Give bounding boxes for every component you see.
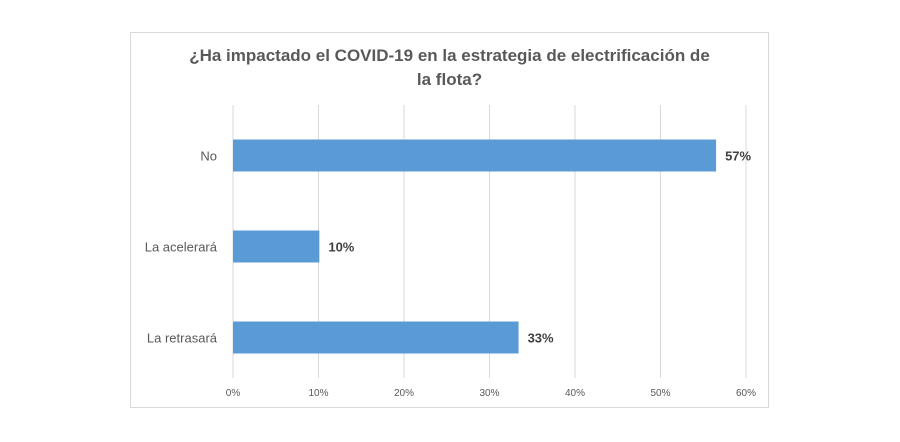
x-tick-label: 30% (479, 388, 499, 399)
bar (233, 321, 519, 354)
chart-title: ¿Ha impactado el COVID-19 en la estrateg… (130, 44, 769, 92)
x-tick-label: 20% (394, 388, 414, 399)
x-tick-label: 10% (308, 388, 328, 399)
bar (233, 230, 320, 263)
category-label: La retrasará (147, 331, 218, 346)
x-tick-label: 60% (736, 388, 756, 399)
x-tick-label: 40% (565, 388, 585, 399)
chart-title-line-2: la flota? (416, 70, 483, 89)
chart-title-line-1: ¿Ha impactado el COVID-19 en la estrateg… (189, 46, 710, 65)
chart-frame (130, 32, 769, 408)
x-tick-label: 0% (226, 388, 241, 399)
category-label: No (200, 149, 217, 164)
bar (233, 139, 717, 172)
data-label: 10% (328, 240, 354, 255)
data-label: 57% (725, 149, 751, 164)
x-tick-label: 50% (650, 388, 670, 399)
data-label: 33% (528, 331, 554, 346)
category-label: La acelerará (145, 240, 218, 255)
